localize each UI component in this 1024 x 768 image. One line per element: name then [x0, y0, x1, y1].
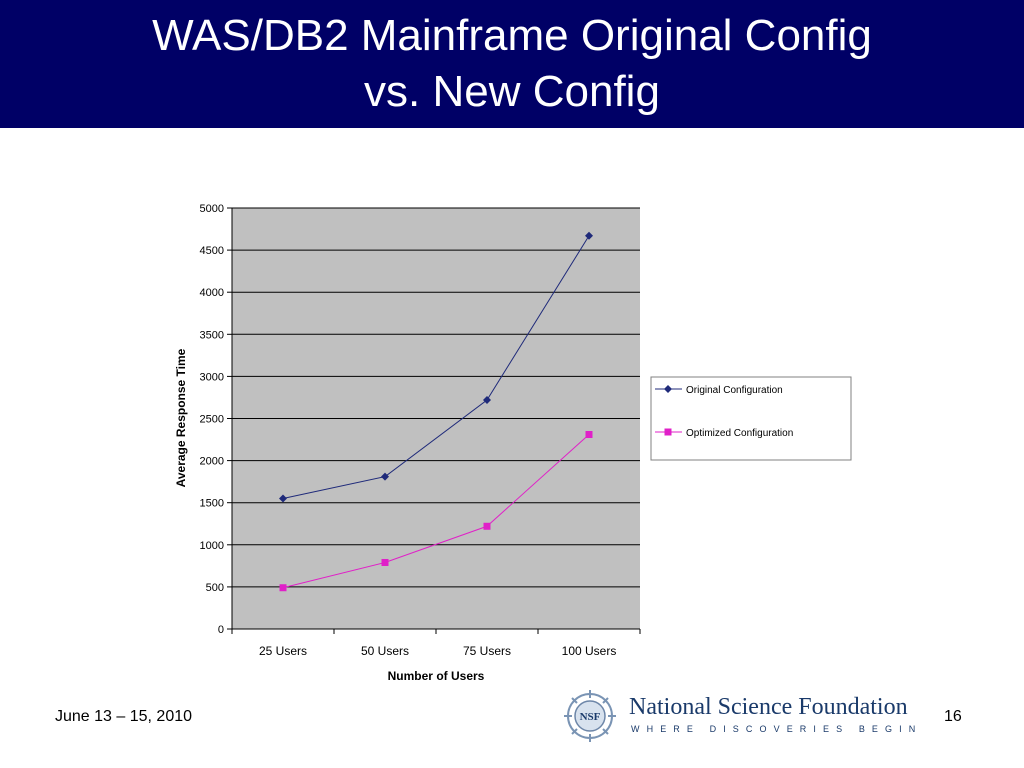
data-point-diamond — [381, 472, 389, 481]
page-number: 16 — [944, 708, 962, 725]
footer-date: June 13 – 15, 2010 — [55, 708, 193, 725]
legend-label: Optimized Configuration — [686, 428, 793, 439]
y-tick-label: 1000 — [200, 540, 224, 552]
x-tick-label: 25 Users — [259, 644, 307, 658]
y-tick-label: 2000 — [200, 456, 224, 468]
y-tick-label: 4500 — [200, 245, 224, 257]
nsf-emblem-text: NSF — [580, 711, 601, 723]
y-axis-title: Average Response Time — [174, 348, 188, 487]
nsf-tagline: WHERE DISCOVERIES BEGIN — [631, 724, 923, 734]
y-tick-label: 1500 — [200, 498, 224, 510]
x-tick-label: 100 Users — [562, 644, 617, 658]
y-tick-label: 3000 — [200, 371, 224, 383]
x-tick-label: 50 Users — [361, 644, 409, 658]
legend-marker-diamond — [664, 385, 672, 393]
x-tick-label: 75 Users — [463, 644, 511, 658]
legend-label: Original Configuration — [686, 385, 783, 396]
title-bar — [0, 0, 1024, 128]
legend-box — [650, 376, 852, 461]
slide-title: WAS/DB2 Mainframe Original Config vs. Ne… — [0, 8, 1024, 120]
nsf-name: National Science Foundation — [629, 694, 908, 720]
x-axis-title: Number of Users — [388, 669, 485, 683]
data-point-square — [483, 522, 491, 530]
series-line-1 — [282, 235, 590, 499]
data-point-diamond — [585, 231, 593, 240]
legend-marker-square — [664, 428, 672, 436]
y-tick-label: 500 — [206, 582, 224, 594]
data-point-diamond — [483, 395, 491, 404]
y-tick-label: 4000 — [200, 287, 224, 299]
data-point-square — [585, 430, 593, 438]
slide-title-line-2: vs. New Config — [364, 67, 660, 116]
y-tick-label: 2500 — [200, 414, 224, 426]
data-point-diamond — [279, 494, 287, 503]
nsf-logo: NSF — [564, 690, 616, 742]
nsf-emblem-icon: NSF — [564, 690, 616, 742]
y-tick-label: 5000 — [200, 203, 224, 215]
data-point-square — [279, 584, 287, 592]
y-tick-label: 0 — [218, 624, 224, 636]
y-tick-label: 3500 — [200, 329, 224, 341]
slide-title-line-1: WAS/DB2 Mainframe Original Config — [152, 11, 872, 60]
series-line-2 — [282, 434, 590, 589]
data-point-square — [381, 558, 389, 566]
